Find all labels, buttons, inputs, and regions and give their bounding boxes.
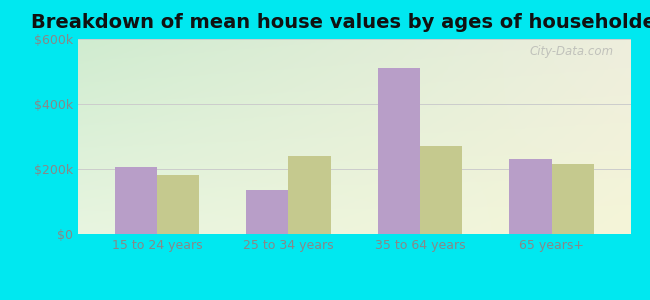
Bar xyxy=(420,146,462,234)
Bar xyxy=(510,159,552,234)
Bar xyxy=(552,164,593,234)
Bar xyxy=(378,68,420,234)
Bar xyxy=(289,156,331,234)
Bar xyxy=(157,175,199,234)
Bar xyxy=(246,190,289,234)
Bar xyxy=(115,167,157,234)
Text: City-Data.com: City-Data.com xyxy=(530,45,614,58)
Title: Breakdown of mean house values by ages of householders: Breakdown of mean house values by ages o… xyxy=(31,13,650,32)
